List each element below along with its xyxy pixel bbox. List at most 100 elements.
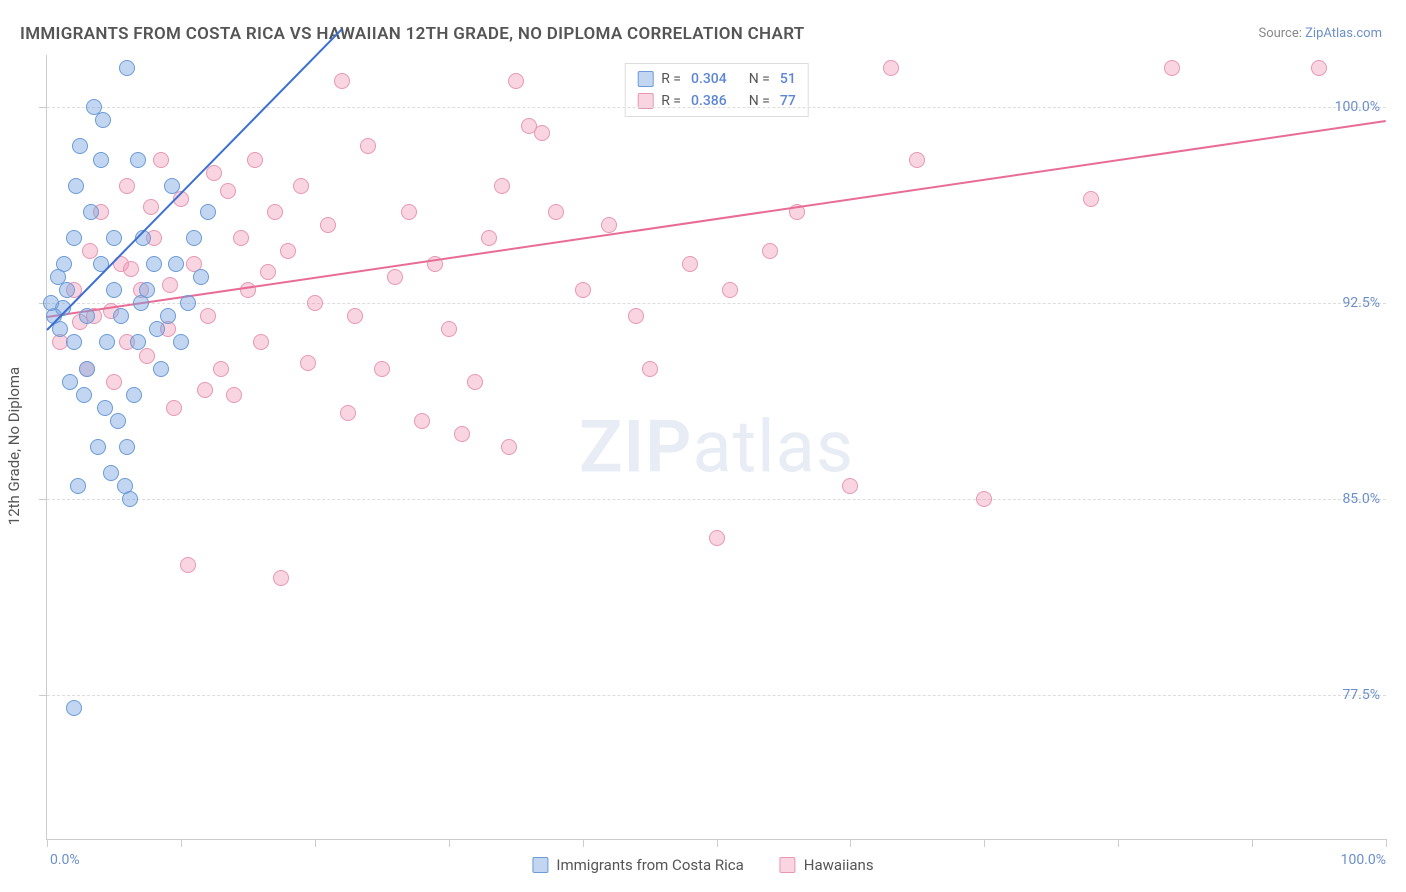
ytick-label: 85.0% — [1342, 491, 1380, 507]
data-point — [534, 125, 550, 141]
x-label-left: 0.0% — [50, 852, 80, 868]
plot-area: ZIPatlas R = 0.304 N = 51 R = 0.386 N = … — [46, 55, 1386, 840]
data-point — [240, 282, 256, 298]
data-point — [180, 557, 196, 573]
data-point — [106, 230, 122, 246]
data-point — [95, 112, 111, 128]
data-point — [79, 361, 95, 377]
data-point — [59, 282, 75, 298]
data-point — [66, 334, 82, 350]
data-point — [68, 178, 84, 194]
xtick — [1118, 839, 1119, 847]
data-point — [467, 374, 483, 390]
data-point — [253, 334, 269, 350]
data-point — [97, 400, 113, 416]
data-point — [139, 348, 155, 364]
r-value-hawaiians: 0.386 — [691, 90, 727, 112]
data-point — [186, 230, 202, 246]
data-point — [548, 204, 564, 220]
n-label: N = — [749, 68, 770, 90]
data-point — [247, 152, 263, 168]
data-point — [153, 361, 169, 377]
data-point — [273, 570, 289, 586]
gridline — [47, 499, 1386, 500]
data-point — [130, 152, 146, 168]
data-point — [360, 138, 376, 154]
xtick — [315, 839, 316, 847]
xtick — [181, 839, 182, 847]
data-point — [628, 308, 644, 324]
swatch-hawaiians — [780, 857, 796, 873]
data-point — [260, 264, 276, 280]
data-point — [164, 178, 180, 194]
data-point — [168, 256, 184, 272]
data-point — [293, 178, 309, 194]
legend-item-costa-rica: Immigrants from Costa Rica — [532, 856, 743, 874]
data-point — [642, 361, 658, 377]
data-point — [119, 178, 135, 194]
legend-row-costa-rica: R = 0.304 N = 51 — [637, 68, 796, 90]
data-point — [909, 152, 925, 168]
data-point — [233, 230, 249, 246]
watermark: ZIPatlas — [579, 405, 854, 490]
data-point — [508, 73, 524, 89]
data-point — [1311, 60, 1327, 76]
data-point — [160, 308, 176, 324]
data-point — [162, 277, 178, 293]
data-point — [206, 165, 222, 181]
data-point — [709, 530, 725, 546]
data-point — [220, 183, 236, 199]
data-point — [521, 118, 537, 134]
data-point — [153, 152, 169, 168]
xtick — [47, 839, 48, 847]
legend-label-costa-rica: Immigrants from Costa Rica — [556, 856, 743, 874]
data-point — [166, 400, 182, 416]
data-point — [193, 269, 209, 285]
r-label: R = — [661, 68, 681, 90]
data-point — [226, 387, 242, 403]
data-point — [601, 217, 617, 233]
data-point — [976, 491, 992, 507]
data-point — [200, 204, 216, 220]
data-point — [454, 426, 470, 442]
data-point — [119, 60, 135, 76]
watermark-bold: ZIP — [579, 405, 692, 490]
data-point — [883, 60, 899, 76]
data-point — [70, 478, 86, 494]
data-point — [1164, 60, 1180, 76]
legend-row-hawaiians: R = 0.386 N = 77 — [637, 90, 796, 112]
y-axis-label: 12th Grade, No Diploma — [5, 367, 23, 525]
data-point — [762, 243, 778, 259]
xtick — [850, 839, 851, 847]
data-point — [180, 295, 196, 311]
data-point — [93, 152, 109, 168]
data-point — [842, 478, 858, 494]
data-point — [340, 405, 356, 421]
data-point — [76, 387, 92, 403]
xtick — [1252, 839, 1253, 847]
xtick — [984, 839, 985, 847]
data-point — [575, 282, 591, 298]
ytick-label: 92.5% — [1342, 295, 1380, 311]
xtick — [717, 839, 718, 847]
ytick-label: 100.0% — [1335, 99, 1380, 115]
swatch-costa-rica — [532, 857, 548, 873]
data-point — [110, 413, 126, 429]
data-point — [149, 321, 165, 337]
data-point — [213, 361, 229, 377]
data-point — [387, 269, 403, 285]
data-point — [173, 334, 189, 350]
chart-title: IMMIGRANTS FROM COSTA RICA VS HAWAIIAN 1… — [20, 24, 805, 44]
data-point — [122, 491, 138, 507]
data-point — [50, 269, 66, 285]
n-value-hawaiians: 77 — [780, 90, 796, 112]
data-point — [347, 308, 363, 324]
data-point — [401, 204, 417, 220]
legend-label-hawaiians: Hawaiians — [804, 856, 874, 874]
gridline — [47, 303, 1386, 304]
data-point — [307, 295, 323, 311]
data-point — [146, 256, 162, 272]
data-point — [52, 321, 68, 337]
source-link[interactable]: ZipAtlas.com — [1305, 26, 1382, 41]
trend-line — [47, 120, 1386, 318]
